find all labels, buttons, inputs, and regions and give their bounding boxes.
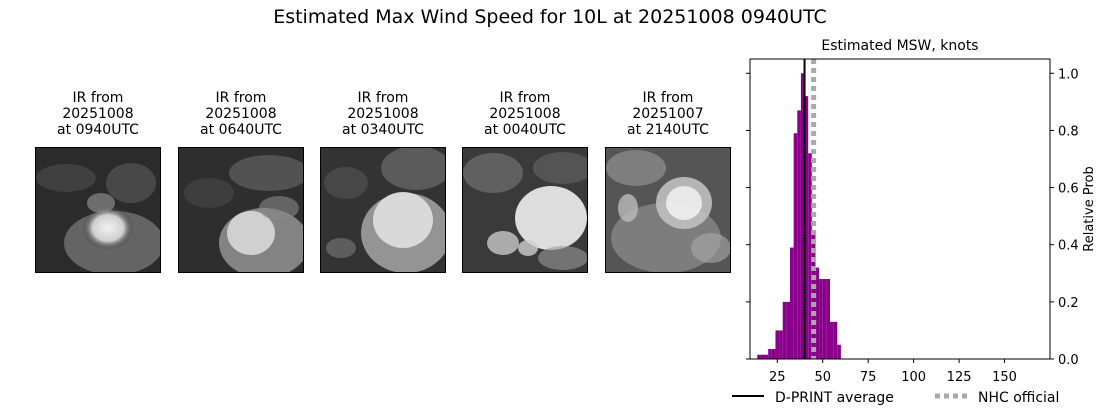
histogram-bar xyxy=(819,279,823,359)
ir-satellite-image xyxy=(320,147,446,273)
ir-panel-caption: IR from 20251008 at 0940UTC xyxy=(57,90,139,138)
x-axis: 25 50 75 100 125 150 xyxy=(769,359,1017,385)
reference-lines xyxy=(803,59,817,359)
histogram-bar xyxy=(793,133,798,359)
figure-title: Estimated Max Wind Speed for 10L at 2025… xyxy=(273,6,827,28)
ir-satellite-image xyxy=(605,147,731,273)
ir-panel-3: IR from 20251008 at 0340UTC xyxy=(320,90,446,273)
histogram-bar xyxy=(797,110,801,359)
histogram-bar xyxy=(771,349,776,359)
plot-frame xyxy=(749,58,1051,360)
histogram-bar xyxy=(826,279,830,359)
x-tick-label: 100 xyxy=(901,370,926,385)
x-tick-label: 50 xyxy=(814,370,831,385)
histogram-bar xyxy=(775,330,780,359)
ir-panel-caption: IR from 20251008 at 0340UTC xyxy=(342,90,424,138)
y-tick-label: 0.2 xyxy=(1058,296,1079,311)
y-axis-label: Relative Prob xyxy=(1082,166,1097,251)
histogram-bar xyxy=(815,267,820,359)
x-tick-label: 125 xyxy=(947,370,972,385)
y-tick-label: 1.0 xyxy=(1058,67,1079,82)
histogram-bar xyxy=(837,344,841,359)
x-tick-label: 75 xyxy=(860,370,877,385)
ir-panel-1: IR from 20251008 at 0940UTC xyxy=(35,90,161,273)
ir-panel-caption: IR from 20251007 at 2140UTC xyxy=(627,90,709,138)
histogram-bar xyxy=(804,96,809,360)
y-axis: 0.0 0.2 0.4 0.6 0.8 1.0 xyxy=(746,67,1079,368)
histogram-bar xyxy=(779,330,783,359)
ir-panel-4: IR from 20251008 at 0040UTC xyxy=(462,90,588,273)
ir-panel-caption: IR from 20251008 at 0640UTC xyxy=(200,90,282,138)
x-tick-label: 150 xyxy=(992,370,1017,385)
histogram-bar xyxy=(760,354,765,359)
ir-satellite-image xyxy=(178,147,304,273)
y-tick-label: 0.4 xyxy=(1058,239,1079,254)
chart-title: Estimated MSW, knots xyxy=(821,38,978,54)
histogram-bar xyxy=(800,73,805,360)
legend-label: NHC official xyxy=(978,390,1059,406)
histogram-bar xyxy=(757,354,761,359)
x-tick-label: 25 xyxy=(769,370,786,385)
ir-satellite-image xyxy=(35,147,161,273)
ir-panel-5: IR from 20251007 at 2140UTC xyxy=(605,90,731,273)
ir-satellite-image xyxy=(462,147,588,273)
histogram-bar xyxy=(782,301,787,359)
histogram-bar xyxy=(830,321,834,359)
legend: D-PRINT average NHC official xyxy=(732,390,1059,406)
y-tick-label: 0.6 xyxy=(1058,182,1079,197)
histogram-bar xyxy=(790,247,794,359)
histogram-bar xyxy=(822,279,827,359)
legend-label: D-PRINT average xyxy=(775,390,894,406)
histogram-bar xyxy=(764,354,769,359)
y-tick-label: 0.0 xyxy=(1058,353,1079,368)
histogram-bar xyxy=(786,301,790,359)
histogram-bars xyxy=(757,73,841,360)
histogram-bar xyxy=(768,349,772,359)
ir-panel-caption: IR from 20251008 at 0040UTC xyxy=(484,90,566,138)
ir-panel-2: IR from 20251008 at 0640UTC xyxy=(178,90,304,273)
histogram-bar xyxy=(833,321,838,359)
histogram-bar xyxy=(808,153,812,359)
y-tick-label: 0.8 xyxy=(1058,124,1079,139)
